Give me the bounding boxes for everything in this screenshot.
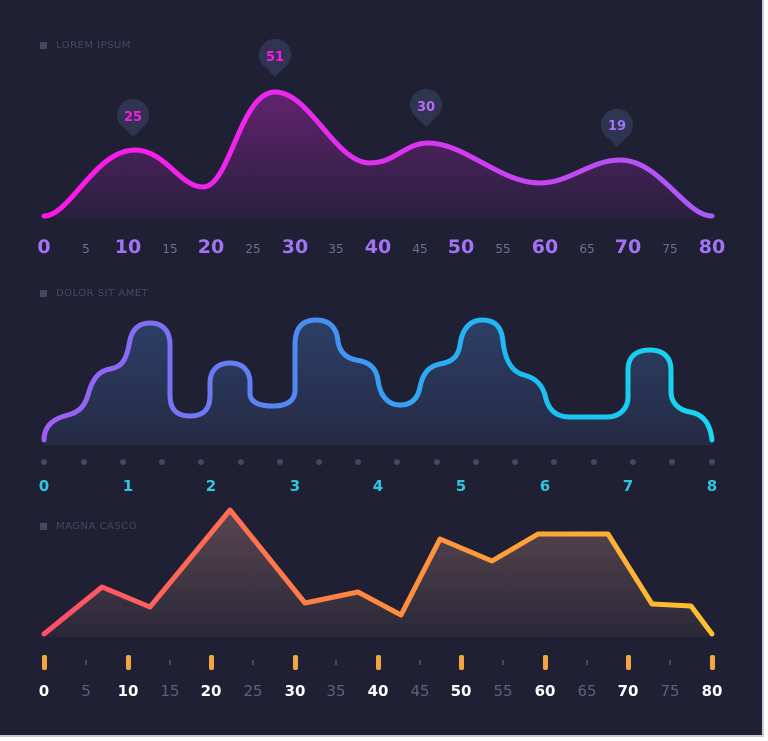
svg-text:50: 50 xyxy=(448,236,474,258)
svg-text:6: 6 xyxy=(540,477,550,495)
svg-text:19: 19 xyxy=(608,119,626,134)
chart1-legend: LOREM IPSUM xyxy=(40,40,131,51)
svg-text:7: 7 xyxy=(623,477,633,495)
chart3-label: MAGNA CASCO xyxy=(56,521,138,532)
chart3-area xyxy=(41,507,715,637)
svg-text:8: 8 xyxy=(707,477,717,495)
svg-text:60: 60 xyxy=(535,682,556,700)
svg-text:65: 65 xyxy=(579,242,594,256)
svg-text:2: 2 xyxy=(206,477,216,495)
svg-text:20: 20 xyxy=(201,682,222,700)
chart1-marker-51[interactable]: 51 xyxy=(259,38,291,77)
svg-text:5: 5 xyxy=(82,242,90,256)
chart1-area xyxy=(41,89,715,219)
svg-text:70: 70 xyxy=(615,236,641,258)
chart2-legend: DOLOR SIT AMET xyxy=(40,288,148,299)
svg-text:0: 0 xyxy=(37,236,50,258)
svg-text:40: 40 xyxy=(365,236,391,258)
svg-text:20: 20 xyxy=(198,236,224,258)
svg-text:5: 5 xyxy=(456,477,466,495)
svg-text:45: 45 xyxy=(410,682,429,700)
svg-text:55: 55 xyxy=(493,682,512,700)
chart2-line xyxy=(41,317,715,443)
chart2-x-axis: 0 1 2 3 4 5 6 7 8 xyxy=(39,477,717,495)
svg-text:30: 30 xyxy=(282,236,308,258)
svg-text:4: 4 xyxy=(373,477,383,495)
chart3-tick-marks xyxy=(42,655,715,670)
chart1-marker-19[interactable]: 19 xyxy=(600,108,633,147)
svg-text:40: 40 xyxy=(368,682,389,700)
svg-text:5: 5 xyxy=(81,682,91,700)
svg-text:10: 10 xyxy=(118,682,139,700)
chart2-dot-ticks xyxy=(41,459,715,465)
svg-text:30: 30 xyxy=(417,100,435,115)
legend-square-icon xyxy=(40,523,47,530)
svg-text:65: 65 xyxy=(577,682,596,700)
chart1-x-axis: 0 5 10 15 20 25 30 35 40 45 50 55 60 65 … xyxy=(37,236,725,258)
svg-text:50: 50 xyxy=(451,682,472,700)
chart1-marker-30[interactable]: 30 xyxy=(409,88,442,127)
svg-text:75: 75 xyxy=(660,682,679,700)
svg-text:35: 35 xyxy=(328,242,343,256)
svg-text:80: 80 xyxy=(699,236,725,258)
svg-text:25: 25 xyxy=(124,110,142,125)
svg-text:80: 80 xyxy=(702,682,723,700)
svg-text:45: 45 xyxy=(412,242,427,256)
svg-text:3: 3 xyxy=(290,477,300,495)
svg-text:60: 60 xyxy=(532,236,558,258)
legend-square-icon xyxy=(40,290,47,297)
svg-text:75: 75 xyxy=(662,242,677,256)
chart3-legend: MAGNA CASCO xyxy=(40,521,137,532)
chart1-line xyxy=(41,89,715,219)
chart3-x-axis: 0 5 10 15 20 25 30 35 40 45 50 55 60 65 … xyxy=(39,682,723,700)
legend-square-icon xyxy=(40,42,47,49)
svg-text:55: 55 xyxy=(495,242,510,256)
svg-text:70: 70 xyxy=(618,682,639,700)
svg-text:0: 0 xyxy=(39,682,49,700)
svg-text:30: 30 xyxy=(285,682,306,700)
svg-text:15: 15 xyxy=(160,682,179,700)
chart2-label: DOLOR SIT AMET xyxy=(56,288,149,299)
svg-text:25: 25 xyxy=(243,682,262,700)
chart1-label: LOREM IPSUM xyxy=(56,40,131,51)
chart1-marker-25[interactable]: 25 xyxy=(116,98,149,137)
svg-text:15: 15 xyxy=(162,242,177,256)
chart2-area xyxy=(41,317,715,445)
svg-text:51: 51 xyxy=(266,50,284,65)
chart3-line xyxy=(41,507,715,637)
svg-text:0: 0 xyxy=(39,477,49,495)
svg-text:10: 10 xyxy=(115,236,141,258)
svg-text:35: 35 xyxy=(326,682,345,700)
svg-text:1: 1 xyxy=(123,477,133,495)
svg-text:25: 25 xyxy=(245,242,260,256)
